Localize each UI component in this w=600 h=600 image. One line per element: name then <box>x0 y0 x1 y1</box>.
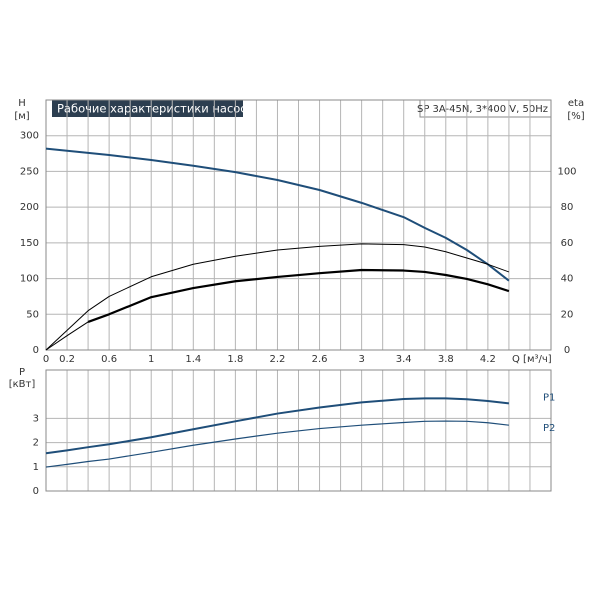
curve <box>45 397 510 455</box>
y2-tick-label: 80 <box>561 202 574 213</box>
curve <box>45 321 89 351</box>
y2-axis-label: eta <box>568 98 584 109</box>
y-tick-label: 0 <box>33 345 39 356</box>
x-tick-label: 3.4 <box>396 354 412 365</box>
y-tick-label: 100 <box>20 274 39 285</box>
x-tick-label: 4.2 <box>480 354 496 365</box>
y-tick-label: 2 <box>33 438 39 449</box>
y-tick-label: 3 <box>33 413 39 424</box>
chart-title: Рабочие характеристики насоса <box>57 102 254 116</box>
y2-tick-label: 60 <box>561 238 574 249</box>
x-tick-label: 0 <box>43 354 49 365</box>
y2-axis-unit: [%] <box>567 111 584 122</box>
y-axis-label: H <box>18 98 26 109</box>
y-axis-label: P <box>19 367 25 378</box>
curve <box>87 268 510 323</box>
y-tick-label: 1 <box>33 462 39 473</box>
x-tick-label: 0.2 <box>59 354 75 365</box>
legend-label: P1 <box>543 392 555 403</box>
y2-tick-label: 100 <box>557 166 576 177</box>
x-tick-label: 1 <box>148 354 154 365</box>
legend-label: P2 <box>543 423 555 434</box>
y-tick-label: 200 <box>20 202 39 213</box>
x-tick-label: 0.6 <box>101 354 117 365</box>
curve <box>45 147 510 282</box>
y-tick-label: 250 <box>20 166 39 177</box>
x-tick-label: 3.8 <box>438 354 454 365</box>
y-axis-unit: [кВт] <box>9 379 36 390</box>
y-tick-label: 50 <box>26 309 39 320</box>
y2-tick-label: 0 <box>564 345 570 356</box>
y-tick-label: 0 <box>33 486 39 497</box>
y-axis-unit: [м] <box>14 111 29 122</box>
x-tick-label: 1.8 <box>227 354 243 365</box>
x-tick-label: 1.4 <box>185 354 201 365</box>
plot-frame <box>45 369 552 492</box>
plot-frame <box>45 99 552 351</box>
x-axis-label: Q [м³/ч] <box>512 354 552 365</box>
title-box <box>52 100 243 117</box>
y2-tick-label: 20 <box>561 309 574 320</box>
x-tick-label: 2.2 <box>270 354 286 365</box>
y2-tick-label: 40 <box>561 274 574 285</box>
x-tick-label: 3 <box>358 354 364 365</box>
y-tick-label: 150 <box>20 238 39 249</box>
x-tick-label: 2.6 <box>312 354 328 365</box>
model-label: SP 3A-45N, 3*400 V, 50Hz <box>417 104 548 115</box>
curve <box>45 243 510 351</box>
curve <box>45 420 509 468</box>
y-tick-label: 300 <box>20 131 39 142</box>
